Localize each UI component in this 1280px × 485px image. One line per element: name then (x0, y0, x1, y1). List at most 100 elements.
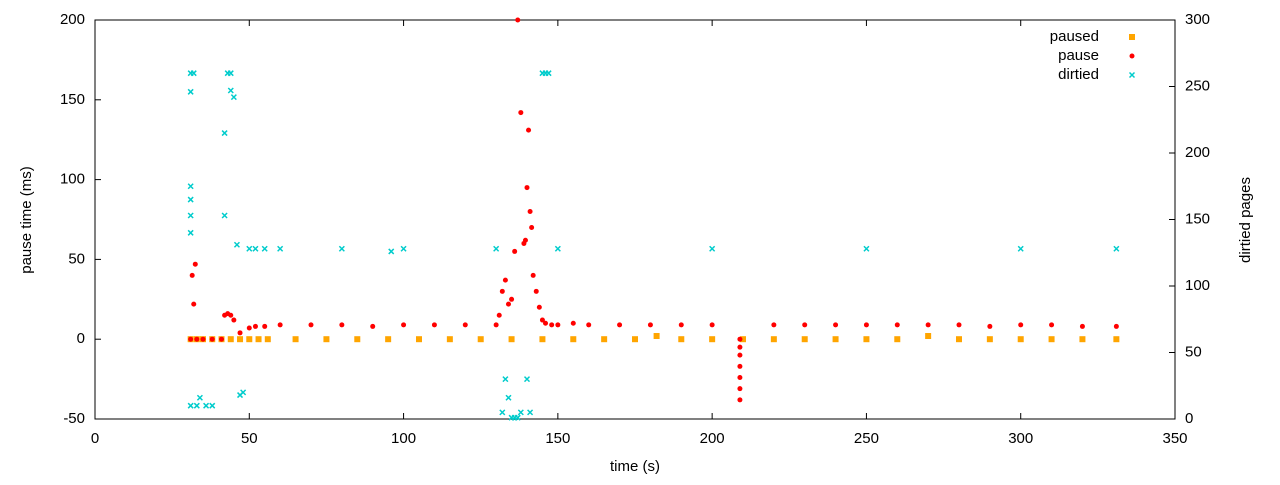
data-point (191, 301, 197, 307)
data-point (227, 87, 234, 94)
data-point (925, 333, 932, 340)
y2-tick-label: 100 (1185, 277, 1210, 294)
data-point (709, 336, 716, 343)
plot-frame (94, 19, 1176, 420)
data-point (894, 336, 901, 343)
data-point (1079, 336, 1086, 343)
data-point (527, 209, 533, 215)
data-point (956, 322, 962, 328)
data-point (252, 245, 259, 252)
legend-label: paused (1050, 28, 1099, 45)
data-point (190, 70, 197, 77)
data-point (277, 245, 284, 252)
data-point (370, 323, 376, 329)
data-point (617, 322, 623, 328)
data-point (1113, 336, 1120, 343)
data-point (863, 322, 869, 328)
data-point (338, 245, 345, 252)
data-point (863, 336, 870, 343)
y-tick-label: 50 (68, 250, 85, 267)
data-point (524, 185, 530, 191)
data-point (802, 322, 808, 328)
data-point (709, 245, 716, 252)
legend-marker (1128, 71, 1136, 79)
x-tick-label: 350 (1162, 430, 1187, 447)
data-point (187, 229, 194, 236)
data-point (209, 402, 216, 409)
data-point (737, 386, 743, 392)
x-tick-label: 100 (391, 430, 416, 447)
data-point (416, 336, 422, 343)
data-point (193, 402, 200, 409)
data-point (246, 245, 253, 252)
y-tick-label: -50 (63, 410, 85, 427)
data-point (505, 301, 511, 307)
data-point (653, 333, 660, 340)
data-point (1017, 336, 1024, 343)
data-point (737, 397, 743, 403)
data-point (400, 245, 407, 252)
data-point (505, 394, 512, 401)
x-tick-label: 0 (91, 430, 99, 447)
data-point (549, 322, 555, 328)
data-point (496, 312, 502, 318)
data-point (737, 352, 743, 358)
y-tick-label: 150 (60, 91, 85, 108)
data-point (514, 414, 521, 421)
data-point (262, 323, 268, 329)
data-point (527, 409, 534, 416)
y-tick-label: 0 (77, 330, 85, 347)
data-point (221, 130, 228, 137)
data-point (246, 336, 253, 343)
data-point (863, 245, 870, 252)
data-point (196, 394, 203, 401)
data-point (515, 17, 521, 23)
data-point (246, 325, 252, 331)
data-point (231, 317, 237, 323)
legend-marker (1129, 34, 1135, 40)
y2-tick-label: 300 (1185, 11, 1210, 28)
data-point (255, 336, 262, 343)
data-point (586, 322, 592, 328)
data-point (987, 323, 993, 329)
data-point (737, 363, 743, 369)
data-point (737, 344, 743, 350)
data-point (833, 322, 839, 328)
data-point (233, 241, 240, 248)
data-point (252, 323, 258, 329)
data-point (956, 336, 962, 343)
data-point (493, 322, 499, 328)
data-point (801, 336, 808, 343)
data-point (543, 320, 549, 326)
data-point (539, 336, 546, 343)
data-point (570, 320, 576, 326)
data-point (526, 127, 532, 133)
y-axis-label: pause time (ms) (18, 166, 35, 274)
data-point (737, 375, 743, 381)
data-point (1113, 245, 1120, 252)
data-point (187, 212, 194, 219)
data-point (221, 212, 228, 219)
data-point (554, 245, 561, 252)
data-point (264, 336, 271, 343)
legend-marker (1129, 53, 1135, 59)
data-point (632, 336, 638, 343)
y2-tick-label: 150 (1185, 210, 1210, 227)
data-point (509, 296, 515, 302)
data-point (523, 376, 531, 383)
data-point (194, 336, 200, 342)
y2-axis-label: dirtied pages (1237, 177, 1254, 263)
data-point (209, 336, 215, 342)
data-point (192, 261, 198, 267)
data-point (203, 402, 210, 409)
x-tick-label: 150 (545, 430, 570, 447)
data-point (1017, 245, 1024, 252)
data-point (925, 322, 931, 328)
data-point (219, 336, 225, 342)
data-point (228, 312, 234, 318)
data-point (529, 224, 535, 230)
data-point (354, 336, 361, 343)
data-point (277, 322, 283, 328)
data-point (477, 336, 484, 343)
